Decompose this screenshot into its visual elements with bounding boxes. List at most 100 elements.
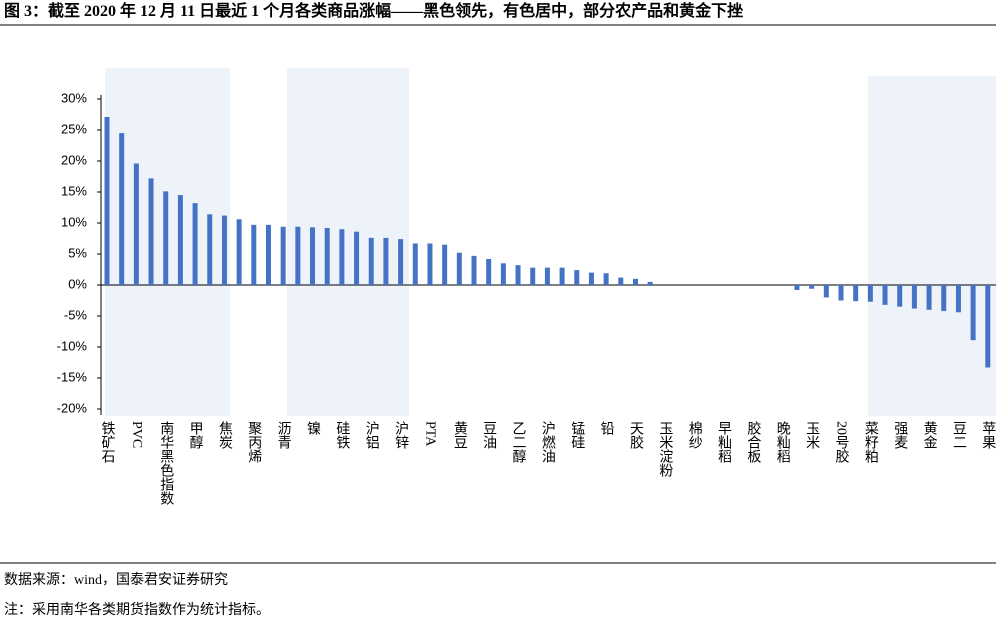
- x-tick-label: 铅: [599, 421, 615, 435]
- bar: [236, 219, 242, 285]
- x-tick-label: 沪铝: [364, 421, 380, 449]
- x-tick-label: PTA: [422, 421, 437, 447]
- x-tick-label: 黄金: [922, 420, 938, 449]
- x-tick-label: 胶合板: [745, 420, 761, 463]
- y-tick-label: -5%: [64, 307, 88, 322]
- bar: [427, 243, 433, 285]
- bar: [295, 226, 301, 285]
- x-tick-label: 20号胶: [834, 421, 850, 464]
- y-tick-label: 10%: [61, 214, 87, 229]
- bar: [456, 252, 462, 285]
- x-tick-label: 沪锌: [393, 421, 409, 449]
- bar: [310, 227, 316, 285]
- bar: [324, 227, 330, 285]
- y-tick-label: 30%: [61, 90, 87, 105]
- bar: [559, 267, 565, 285]
- x-tick-label: 南华黑色指数: [158, 421, 174, 505]
- bar: [867, 285, 873, 302]
- bar: [838, 285, 844, 301]
- x-tick-label: 强麦: [892, 421, 908, 449]
- x-tick-label: 豆二: [951, 421, 967, 449]
- y-tick-label: 0%: [68, 276, 87, 291]
- note: 注：采用南华各类期货指数作为统计指标。: [4, 601, 270, 618]
- x-tick-label: 聚丙烯: [246, 421, 262, 463]
- x-tick-label: 玉米: [804, 421, 820, 449]
- x-tick-label: PVC: [129, 421, 144, 448]
- bar: [809, 285, 815, 289]
- x-tick-label: 焦炭: [217, 421, 233, 449]
- x-tick-label: 豆油: [481, 421, 497, 449]
- y-tick-label: -15%: [57, 369, 88, 384]
- bar: [911, 285, 917, 309]
- x-tick-label: 镍: [305, 421, 321, 435]
- x-tick-label: 乙二醇: [511, 421, 527, 463]
- bar: [544, 267, 550, 285]
- x-tick-label: 菜籽粕: [863, 421, 879, 463]
- bar: [588, 272, 594, 285]
- x-tick-label: 锰硅: [569, 421, 585, 449]
- bar: [192, 203, 198, 285]
- x-tick-label: 沪燃油: [540, 421, 556, 463]
- x-tick-label: 甲醇: [188, 421, 204, 449]
- x-tick-label: 苹果: [980, 421, 996, 449]
- bar: [530, 267, 536, 285]
- bar: [265, 224, 271, 285]
- source: 数据来源：wind，国泰君安证券研究: [4, 572, 228, 588]
- x-tick-label: 晚籼稻: [775, 421, 791, 463]
- x-tick-label: 硅铁: [334, 421, 350, 449]
- bar: [794, 285, 800, 290]
- bar: [632, 278, 638, 285]
- y-tick-label: 5%: [68, 245, 87, 260]
- bar: [354, 231, 360, 285]
- bar: [133, 163, 139, 285]
- x-tick-label: 沥青: [276, 421, 292, 449]
- bar: [221, 215, 227, 285]
- bar: [926, 285, 932, 310]
- y-tick-label: -10%: [57, 338, 88, 353]
- bar: [897, 285, 903, 307]
- y-tick-label: 20%: [61, 152, 87, 167]
- bar: [368, 237, 374, 285]
- bar: [500, 263, 506, 285]
- bar: [251, 224, 257, 285]
- x-tick-label: 棉纱: [687, 420, 703, 449]
- bar: [486, 258, 492, 285]
- bar: [442, 244, 448, 285]
- bar: [471, 255, 477, 285]
- bar: [574, 270, 580, 285]
- y-tick-label: -20%: [57, 400, 88, 415]
- bar: [823, 285, 829, 298]
- bar: [941, 285, 947, 312]
- highlight-band: [868, 76, 996, 416]
- bar: [163, 191, 169, 285]
- bar: [647, 281, 653, 285]
- bar: [177, 195, 183, 285]
- bar: [603, 273, 609, 285]
- y-tick-label: 15%: [61, 183, 87, 198]
- bar: [383, 237, 389, 285]
- bar: [882, 285, 888, 305]
- x-tick-label: 玉米淀粉: [657, 421, 673, 478]
- bar: [207, 214, 213, 285]
- bar: [985, 285, 991, 368]
- x-tick-label: 早籼稻: [716, 421, 732, 463]
- bar: [955, 285, 961, 313]
- bar: [853, 285, 859, 302]
- highlight-band: [287, 68, 409, 416]
- bar: [398, 239, 404, 285]
- bar: [515, 265, 521, 285]
- x-tick-label: 铁矿石: [100, 421, 116, 463]
- bar: [970, 285, 976, 341]
- bar: [119, 133, 125, 285]
- bar: [280, 226, 286, 285]
- bar: [148, 178, 154, 285]
- chart-title: 图 3：截至 2020 年 12 月 11 日最近 1 个月各类商品涨幅——黑色…: [4, 1, 743, 20]
- bar: [412, 243, 418, 285]
- x-tick-label: 黄豆: [452, 420, 468, 449]
- bar: [339, 229, 345, 285]
- bar: [104, 116, 110, 285]
- y-tick-label: 25%: [61, 121, 87, 136]
- x-tick-label: 天胶: [628, 421, 644, 450]
- bar: [618, 277, 624, 285]
